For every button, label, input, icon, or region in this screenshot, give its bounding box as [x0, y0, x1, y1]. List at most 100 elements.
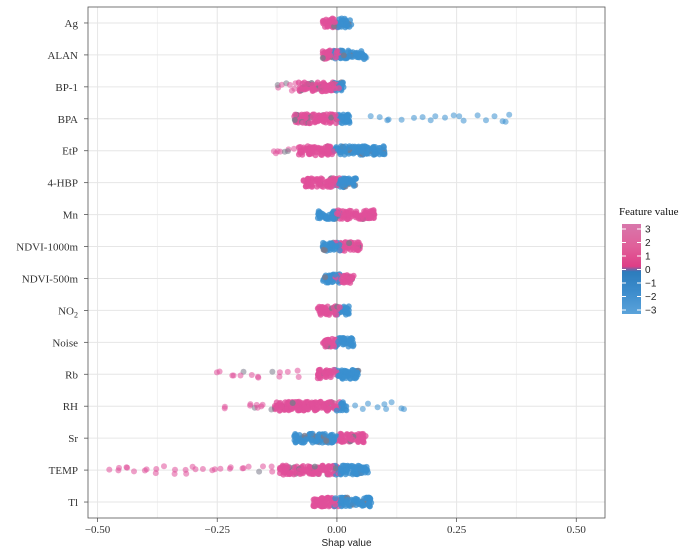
- shap-point: [321, 83, 327, 89]
- feature-label: Noise: [52, 337, 78, 349]
- shap-point: [291, 145, 297, 152]
- shap-point: [337, 372, 343, 379]
- shap-point: [289, 400, 296, 406]
- shap-point: [346, 336, 353, 343]
- shap-point: [339, 407, 346, 414]
- shap-point: [319, 176, 326, 183]
- feature-label: NDVI-1000m: [16, 242, 78, 254]
- shap-point: [331, 437, 338, 444]
- shap-point: [294, 367, 301, 374]
- shap-point: [245, 463, 252, 470]
- shap-point: [491, 113, 498, 120]
- shap-point: [305, 406, 312, 413]
- shap-point: [331, 23, 338, 30]
- shap-point: [332, 271, 339, 278]
- shap-point: [302, 86, 309, 93]
- shap-point: [295, 144, 302, 151]
- shap-point: [339, 144, 346, 151]
- feature-label: Ag: [65, 18, 79, 30]
- feature-label-text: TEMP: [49, 465, 78, 477]
- feature-label: Tl: [68, 497, 78, 509]
- shap-point: [348, 275, 355, 282]
- shap-point: [338, 47, 345, 54]
- shap-point: [360, 502, 367, 508]
- shap-point: [450, 112, 457, 119]
- shap-point: [344, 310, 351, 317]
- feature-label-text: 4-HBP: [47, 178, 78, 190]
- shap-point: [346, 240, 353, 247]
- legend-tick-label: 3: [645, 225, 651, 236]
- shap-point: [192, 466, 199, 473]
- shap-point: [351, 497, 357, 504]
- shap-point: [354, 211, 360, 218]
- shap-point: [211, 466, 218, 473]
- shap-point: [297, 86, 304, 93]
- shap-point: [319, 50, 326, 57]
- feature-label-text: NDVI-500m: [22, 273, 79, 285]
- shap-point: [367, 215, 374, 221]
- shap-point: [286, 81, 293, 88]
- shap-point: [308, 183, 315, 189]
- shap-point: [353, 466, 360, 472]
- shap-point: [311, 503, 318, 510]
- shap-point: [361, 211, 368, 218]
- shap-point: [282, 406, 289, 413]
- feature-labels: Ag ALAN BP-1 BPA EtP 4-HBP Mn NDVI-1000m NDVI-50…: [16, 18, 88, 509]
- shap-point: [339, 120, 346, 127]
- shap-point: [339, 468, 346, 475]
- shap-point: [268, 406, 275, 413]
- shap-point: [337, 497, 344, 504]
- shap-point: [332, 501, 339, 508]
- shap-point: [322, 274, 329, 281]
- shap-point: [284, 464, 291, 471]
- shap-point: [339, 400, 346, 407]
- shap-point: [320, 404, 327, 411]
- x-axis: −0.50 −0.25 0.00 0.25 0.50: [85, 518, 586, 536]
- x-tick-label: −0.50: [85, 524, 111, 536]
- shap-point: [152, 470, 159, 477]
- shap-point: [286, 470, 293, 477]
- shap-point: [308, 150, 315, 157]
- shap-point: [131, 468, 137, 475]
- shap-point: [332, 243, 339, 250]
- shap-point: [320, 19, 327, 26]
- shap-point: [336, 436, 343, 443]
- shap-point: [343, 499, 350, 506]
- shap-point: [284, 368, 291, 375]
- shap-point: [345, 111, 352, 118]
- shap-point: [143, 466, 150, 473]
- feature-label: Sr: [68, 433, 78, 445]
- shap-point: [256, 468, 263, 475]
- shap-point: [312, 468, 319, 475]
- shap-point: [255, 373, 261, 380]
- shap-point: [506, 111, 513, 118]
- shap-point: [314, 176, 321, 183]
- shap-point: [124, 464, 131, 471]
- points-layer: [106, 15, 513, 510]
- feature-label-subscript: 2: [74, 310, 78, 319]
- shap-point: [381, 151, 388, 158]
- legend: Feature value 3 2 1 0 −1 −2 −3: [619, 206, 679, 317]
- shap-point: [325, 471, 332, 478]
- shap-point: [346, 215, 353, 222]
- shap-point: [269, 368, 276, 375]
- shap-point: [302, 436, 309, 443]
- shap-point: [432, 113, 439, 120]
- shap-point: [260, 463, 266, 470]
- shap-point: [171, 470, 178, 477]
- shap-point: [295, 374, 302, 380]
- shap-point: [325, 503, 332, 510]
- shap-point: [334, 210, 340, 217]
- x-tick-label: 0.00: [327, 524, 347, 536]
- shap-point: [327, 374, 334, 381]
- shap-point: [315, 208, 322, 215]
- shap-point: [269, 468, 276, 475]
- shap-point: [106, 466, 113, 473]
- shap-point: [474, 112, 481, 119]
- shap-point: [320, 183, 327, 190]
- shap-point: [161, 463, 167, 470]
- shap-point: [304, 175, 311, 182]
- shap-point: [340, 52, 347, 59]
- shap-point: [353, 471, 359, 477]
